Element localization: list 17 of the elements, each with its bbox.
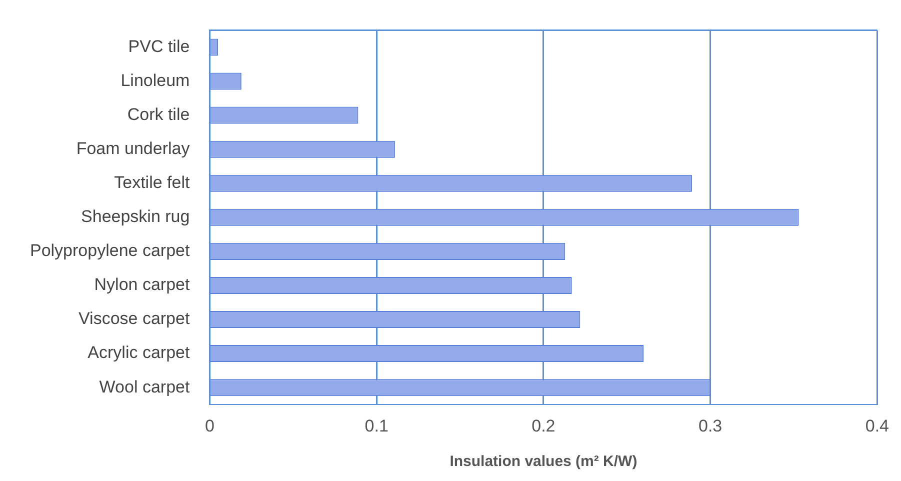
y-tick-label: Polypropylene carpet xyxy=(30,241,190,260)
x-tick-label: 0.2 xyxy=(532,416,556,436)
x-tick-label: 0.4 xyxy=(865,416,890,436)
y-tick-label: Acrylic carpet xyxy=(88,343,190,362)
x-axis-title: Insulation values (m² K/W) xyxy=(450,453,638,470)
y-tick-label: Linoleum xyxy=(120,70,190,90)
x-tick-label: 0.3 xyxy=(698,416,722,436)
y-tick-label: Foam underlay xyxy=(76,139,190,158)
y-tick-label: PVC tile xyxy=(128,36,190,56)
y-tick-label: Wool carpet xyxy=(99,377,190,396)
y-tick-label: Viscose carpet xyxy=(78,309,190,328)
y-tick-label: Sheepskin rug xyxy=(81,207,190,226)
x-tick-label: 0.1 xyxy=(364,416,388,436)
y-tick-label: Nylon carpet xyxy=(94,275,190,294)
y-tick-label: Cork tile xyxy=(127,104,190,124)
y-tick-label: Textile felt xyxy=(114,173,190,192)
x-tick-label: 0 xyxy=(204,416,214,436)
